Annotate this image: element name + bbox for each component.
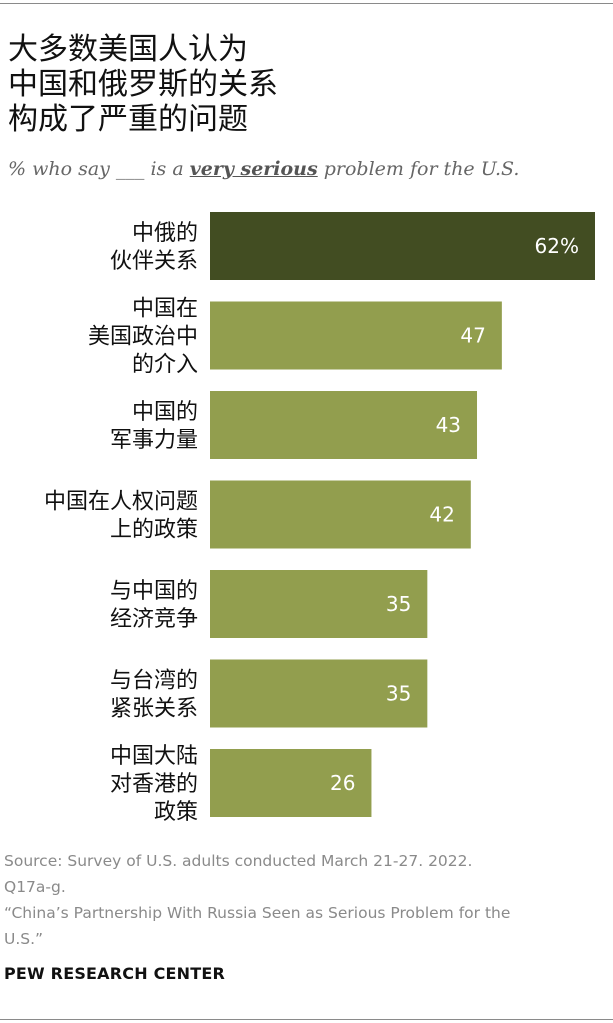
bar-4 [210,570,428,638]
bar-3 [210,480,471,549]
category-label-2: 中国的军事力量 [110,400,198,453]
category-label-3-line-1: 上的政策 [110,518,198,543]
category-label-0-line-1: 伙伴关系 [110,249,198,274]
bar-0 [210,212,595,280]
category-label-0: 中俄的伙伴关系 [110,221,198,274]
category-label-0-line-0: 中俄的 [132,221,198,246]
category-label-1-line-1: 美国政治中 [88,325,198,350]
value-label-2: 43 [436,413,461,437]
category-label-5: 与台湾的紧张关系 [110,669,198,722]
subtitle-prefix: % who say ___ is a [8,158,190,180]
chart-subtitle: % who say ___ is a very serious problem … [8,158,608,180]
category-label-6-line-0: 中国大陆 [110,744,198,769]
category-label-3: 中国在人权问题上的政策 [44,490,198,543]
value-label-1: 47 [460,324,485,348]
value-label-3: 42 [429,503,454,527]
value-label-6: 26 [330,771,355,795]
source-note: Source: Survey of U.S. adults conducted … [4,848,604,952]
source-line-4: U.S.” [4,930,44,948]
source-line-1: Source: Survey of U.S. adults conducted … [4,852,473,870]
bar-2 [210,391,478,459]
category-label-4-line-1: 经济竞争 [110,607,198,632]
title-line-3: 构成了严重的问题 [8,102,248,137]
category-label-4: 与中国的经济竞争 [110,579,198,632]
value-label-5: 35 [386,682,411,706]
category-label-2-line-0: 中国的 [132,400,198,425]
source-line-2: Q17a-g. [4,878,66,896]
organization-credit: PEW RESEARCH CENTER [4,964,226,983]
title-line-2: 中国和俄罗斯的关系 [8,67,278,102]
category-label-5-line-1: 紧张关系 [110,697,198,722]
category-label-1-line-0: 中国在 [132,297,198,322]
source-line-3: “China’s Partnership With Russia Seen as… [4,904,511,922]
category-label-4-line-0: 与中国的 [110,579,198,604]
bar-6 [210,749,372,817]
category-label-6-line-2: 政策 [154,800,198,825]
bar-1 [210,301,502,370]
subtitle-suffix: problem for the U.S. [317,158,520,180]
subtitle-emphasis: very serious [189,158,318,180]
bar-chart: 62% 中俄的伙伴关系 47 中国在美国政治中的介入 43 中国的军事力量 42 中国在人权问… [44,212,595,825]
category-label-2-line-1: 军事力量 [110,428,198,453]
bar-5 [210,659,428,728]
value-label-0: 62% [535,234,579,258]
category-label-1: 中国在美国政治中的介入 [88,297,198,378]
title-line-1: 大多数美国人认为 [8,32,248,67]
category-label-5-line-0: 与台湾的 [110,669,198,694]
top-rule [0,3,613,4]
category-label-6-line-1: 对香港的 [110,772,198,797]
category-label-1-line-2: 的介入 [132,353,198,378]
category-label-6: 中国大陆对香港的政策 [110,744,198,825]
value-label-4: 35 [386,592,411,616]
category-label-3-line-0: 中国在人权问题 [44,490,198,515]
bottom-rule [0,1019,613,1020]
chart-title: 大多数美国人认为 中国和俄罗斯的关系 构成了严重的问题 [8,32,568,137]
